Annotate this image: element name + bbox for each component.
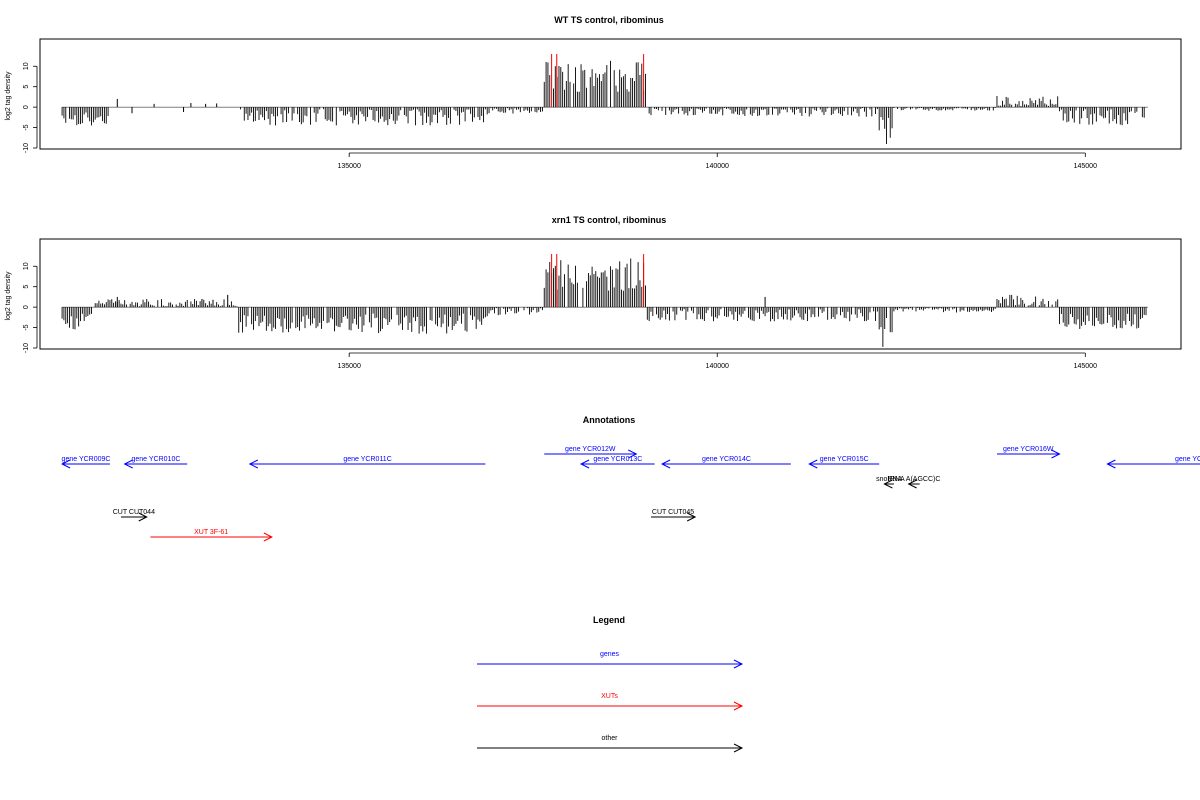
- legend-item: other: [477, 735, 744, 753]
- y-tick-label: 0: [23, 105, 30, 109]
- feature-label: gene YCR015C: [820, 456, 869, 463]
- strand-arrowhead: [123, 459, 133, 469]
- y-tick-label: 5: [23, 285, 30, 289]
- feature-label: gene YCR012W: [565, 446, 616, 453]
- legend-title: Legend: [593, 615, 625, 625]
- y-tick-label: -10: [23, 343, 30, 353]
- annotation-feature: gene YCR016W: [996, 446, 1061, 459]
- axes-group-wt: 10 5 0 -5 -10 135000 140000 145000: [23, 62, 1097, 170]
- feature-label: gene YCR017C: [1175, 456, 1200, 463]
- strand-arrowhead: [883, 479, 893, 489]
- legend-arrowhead: [733, 743, 744, 753]
- feature-label: gene YCR009C: [62, 456, 111, 463]
- legend-item: genes: [477, 651, 744, 669]
- y-tick-label: 0: [23, 305, 30, 309]
- x-tick-label: 145000: [1074, 163, 1097, 170]
- strand-arrowhead: [628, 449, 638, 459]
- feature-label: tRNA A(AGCC)C: [888, 476, 941, 483]
- annotations-panel: Annotations gene YCR009C gene YCR010C gene…: [60, 415, 1200, 542]
- x-tick-label: 140000: [706, 363, 729, 370]
- feature-label: gene YCR016W: [1003, 446, 1054, 453]
- feature-label: gene YCR010C: [131, 456, 180, 463]
- feature-label: gene YCR013C: [593, 456, 642, 463]
- annotations-title: Annotations: [583, 415, 636, 425]
- y-tick-label: 5: [23, 85, 30, 89]
- plot-frame-wt: [39, 38, 1182, 150]
- strand-arrowhead: [1051, 449, 1061, 459]
- annotation-feature: gene YCR009C: [60, 456, 111, 469]
- strand-arrowhead: [138, 512, 148, 522]
- annotation-feature: XUT 3F-61: [150, 529, 273, 542]
- annotation-feature: gene YCR010C: [123, 456, 188, 469]
- y-tick-label: -5: [23, 324, 30, 330]
- track-panel-wt: WT TS control, ribominus log2 tag densit…: [5, 15, 1182, 170]
- strand-arrowhead: [907, 479, 917, 489]
- bars-group-xrn1: [61, 254, 1148, 347]
- annotation-feature: gene YCR017C: [1106, 456, 1200, 469]
- feature-label: gene YCR014C: [702, 456, 751, 463]
- annotation-feature: CUT CUT044: [113, 509, 155, 522]
- strand-arrowhead: [248, 459, 259, 469]
- legend-arrowhead: [733, 701, 744, 711]
- x-tick-label: 135000: [337, 363, 360, 370]
- strand-arrowhead: [263, 532, 273, 542]
- annotation-feature: tRNA A(AGCC)C: [888, 476, 941, 489]
- ylabel-wt: log2 tag density: [5, 71, 12, 121]
- axes-group-xrn1: 10 5 0 -5 -10 135000 140000 145000: [23, 262, 1097, 370]
- bars-group-wt: [61, 54, 1148, 144]
- panel-title-wt: WT TS control, ribominus: [554, 15, 664, 25]
- legend-item: XUTs: [477, 693, 744, 711]
- y-tick-label: -5: [23, 124, 30, 130]
- legend-label: XUTs: [601, 693, 618, 700]
- feature-label: gene YCR011C: [343, 456, 391, 463]
- legend-label: other: [602, 735, 619, 742]
- legend-panel: Legend genes XUTs other: [477, 615, 744, 753]
- ylabel-xrn1: log2 tag density: [5, 271, 12, 321]
- y-tick-label: 10: [23, 262, 30, 270]
- feature-label: snoRNA: [876, 476, 902, 483]
- annotation-feature: gene YCR014C: [660, 456, 791, 469]
- y-tick-label: -10: [23, 143, 30, 153]
- annotation-feature: gene YCR015C: [808, 456, 880, 469]
- strand-arrowhead: [60, 459, 71, 469]
- annotation-feature: gene YCR012W: [544, 446, 638, 459]
- y-tick-label: 10: [23, 62, 30, 70]
- x-tick-label: 135000: [337, 163, 360, 170]
- annotation-feature: gene YCR011C: [248, 456, 486, 469]
- x-tick-label: 140000: [706, 163, 729, 170]
- feature-label: XUT 3F-61: [194, 529, 228, 536]
- strand-arrowhead: [579, 459, 590, 469]
- strand-arrowhead: [1106, 459, 1116, 469]
- strand-arrowhead: [660, 459, 671, 469]
- strand-arrowhead: [686, 512, 697, 522]
- feature-label: CUT CUT045: [652, 509, 694, 516]
- track-panel-xrn1: xrn1 TS control, ribominus log2 tag dens…: [5, 215, 1182, 370]
- annotation-features: gene YCR009C gene YCR010C gene YCR011C gene…: [60, 446, 1200, 542]
- annotation-feature: CUT CUT045: [650, 509, 697, 522]
- legend-arrowhead: [733, 659, 744, 669]
- x-tick-label: 145000: [1074, 363, 1097, 370]
- plot-frame-xrn1: [39, 238, 1182, 350]
- panel-title-xrn1: xrn1 TS control, ribominus: [552, 215, 667, 225]
- annotation-feature: snoRNA: [876, 476, 902, 489]
- strand-arrowhead: [808, 459, 818, 469]
- feature-label: CUT CUT044: [113, 509, 155, 516]
- legend-items: genes XUTs other: [477, 651, 744, 753]
- legend-label: genes: [600, 651, 620, 658]
- annotation-feature: gene YCR013C: [579, 456, 655, 469]
